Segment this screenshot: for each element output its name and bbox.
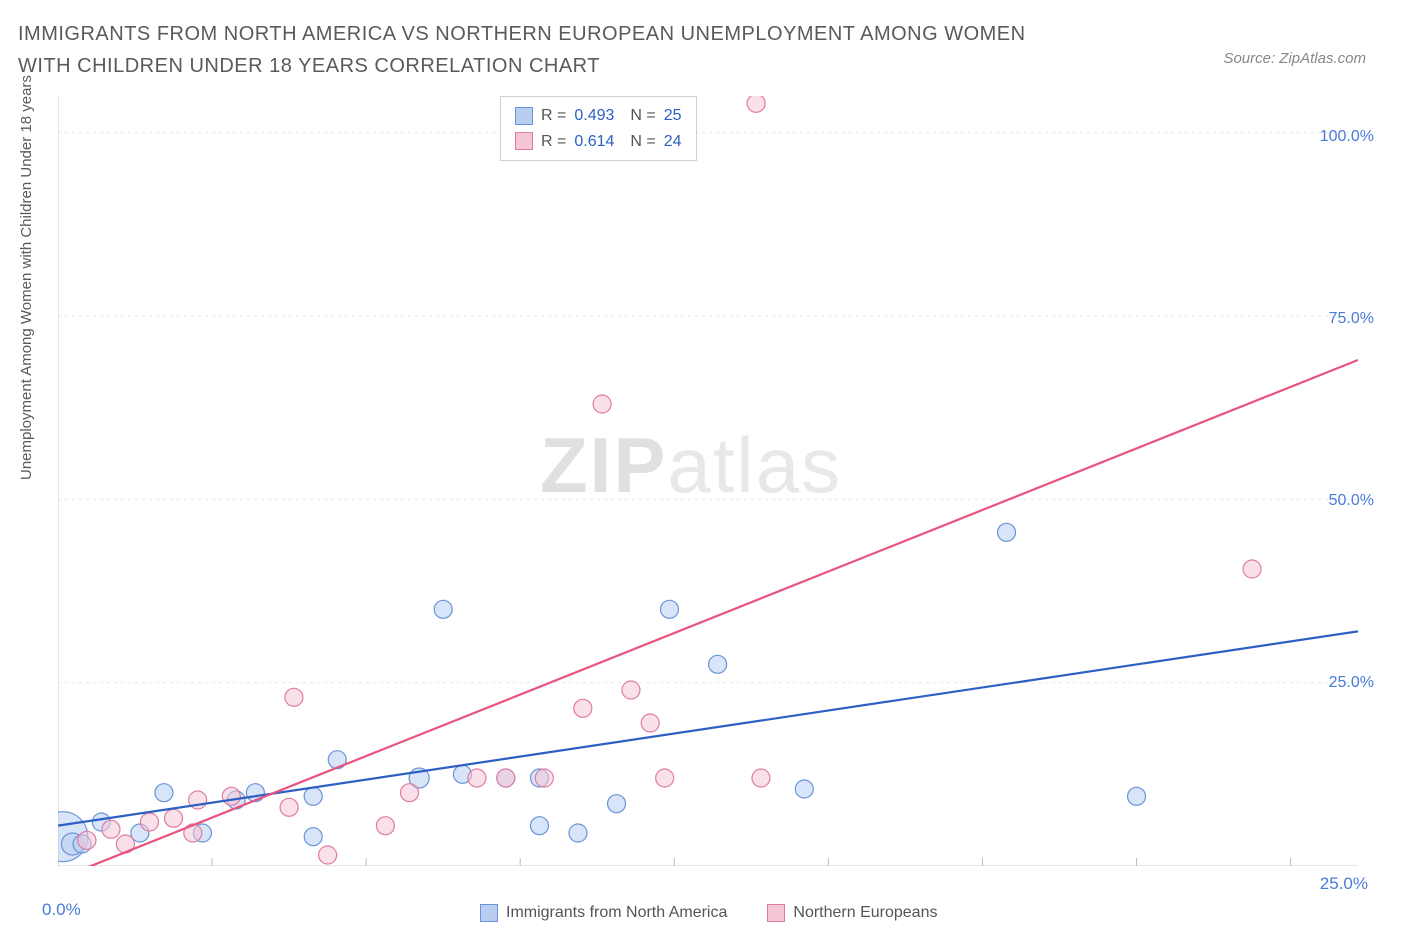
- y-tick-75: 75.0%: [1329, 310, 1374, 328]
- bottom-legend: Immigrants from North America Northern E…: [480, 904, 937, 922]
- swatch-series-1: [515, 107, 533, 125]
- n-value-2: 24: [664, 129, 682, 155]
- x-tick-0: 0.0%: [42, 900, 81, 920]
- swatch-series-2: [515, 132, 533, 150]
- chart-title: IMMIGRANTS FROM NORTH AMERICA VS NORTHER…: [18, 18, 1078, 82]
- y-tick-25: 25.0%: [1329, 674, 1374, 692]
- chart-container: IMMIGRANTS FROM NORTH AMERICA VS NORTHER…: [0, 0, 1406, 930]
- r-value-1: 0.493: [574, 103, 614, 129]
- legend-label-1: Immigrants from North America: [506, 904, 727, 922]
- legend-item-2: Northern Europeans: [767, 904, 937, 922]
- legend-swatch-1: [480, 904, 498, 922]
- legend-label-2: Northern Europeans: [793, 904, 937, 922]
- legend-swatch-2: [767, 904, 785, 922]
- y-tick-100: 100.0%: [1320, 128, 1374, 146]
- n-label-2: N =: [630, 129, 655, 155]
- y-tick-50: 50.0%: [1329, 492, 1374, 510]
- source-attribution: Source: ZipAtlas.com: [1223, 50, 1366, 67]
- correlation-legend-box: R = 0.493 N = 25 R = 0.614 N = 24: [500, 96, 697, 161]
- scatter-plot: [58, 96, 1358, 866]
- correlation-row-2: R = 0.614 N = 24: [515, 129, 682, 155]
- legend-item-1: Immigrants from North America: [480, 904, 727, 922]
- y-axis-label: Unemployment Among Women with Children U…: [18, 75, 35, 480]
- r-value-2: 0.614: [574, 129, 614, 155]
- correlation-row-1: R = 0.493 N = 25: [515, 103, 682, 129]
- n-label-1: N =: [630, 103, 655, 129]
- r-label-2: R =: [541, 129, 566, 155]
- n-value-1: 25: [664, 103, 682, 129]
- x-tick-25: 25.0%: [1320, 874, 1368, 894]
- chart-area: [58, 96, 1358, 866]
- r-label-1: R =: [541, 103, 566, 129]
